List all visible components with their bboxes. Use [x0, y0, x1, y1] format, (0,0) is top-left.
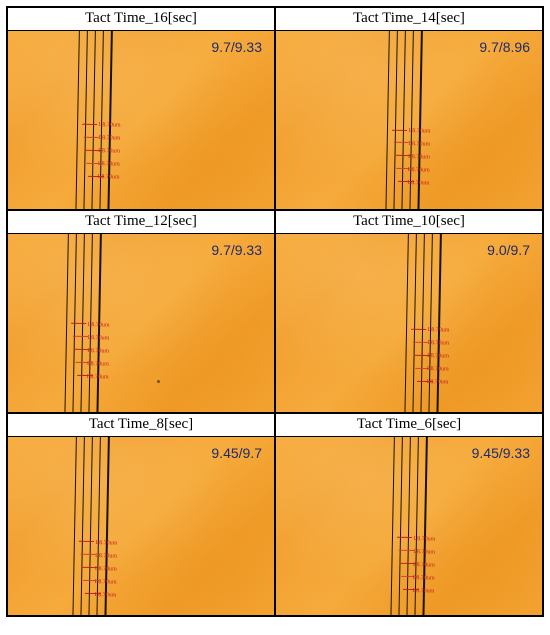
panel-corner-label: 9.7/9.33 — [211, 39, 262, 55]
measurement-tick — [81, 124, 97, 125]
trace-lines: L8.70um L8.70um L8.70um L8.70um L8.70um — [63, 31, 127, 209]
panel-header: Tact Time_6[sec] — [276, 414, 542, 437]
figure-grid: Tact Time_16[sec]L8.70umL8.70umL8.70umL8… — [6, 6, 544, 617]
measurement-label: L8.70um — [408, 154, 430, 160]
measurement-label: L8.70um — [95, 579, 117, 585]
measurement-label: L8.70um — [427, 340, 449, 346]
measurement-tick — [80, 554, 96, 555]
microscope-panel: L8.70um L8.70um L8.70um L8.70um L8.70um 9.7/9… — [8, 234, 274, 412]
panel-header: Tact Time_12[sec] — [8, 211, 274, 234]
measurement-label: L8.70um — [414, 549, 436, 555]
measurement-tick — [79, 541, 95, 542]
panel-background — [8, 234, 274, 412]
measurement-label: L8.70um — [97, 174, 119, 180]
microscope-panel: L8.70um L8.70um L8.70um L8.70um L8.70um 9.7/9… — [8, 31, 274, 209]
measurement-label: L8.70um — [95, 553, 117, 559]
panel-header: Tact Time_16[sec] — [8, 8, 274, 31]
measurement-label: L8.70um — [408, 180, 430, 186]
measurement-label: L8.70um — [427, 366, 449, 372]
figure-cell: Tact Time_8[sec]L8.70umL8.70umL8.70umL8.… — [7, 413, 275, 616]
measurement-label: L8.70um — [95, 566, 117, 572]
measurement-label: L8.70um — [98, 135, 120, 141]
panel-corner-label: 9.7/9.33 — [211, 242, 262, 258]
measurement-tick — [71, 323, 87, 324]
measurement-label: L8.70um — [409, 128, 431, 134]
measurement-cluster: L8.70um L8.70um L8.70um L8.70um L8.70um — [374, 129, 435, 202]
panel-corner-label: 9.0/9.7 — [487, 242, 530, 258]
measurement-label: L8.70um — [94, 592, 116, 598]
measurement-tick — [72, 336, 88, 337]
measurement-cluster: L8.70um L8.70um L8.70um L8.70um L8.70um — [379, 537, 440, 610]
measurement-tick — [393, 142, 409, 143]
measurement-cluster: L8.70um L8.70um L8.70um L8.70um L8.70um — [392, 328, 453, 401]
figure-cell: Tact Time_16[sec]L8.70umL8.70umL8.70umL8… — [7, 7, 275, 210]
measurement-label: L8.70um — [87, 374, 109, 380]
measurement-label: L8.70um — [427, 327, 449, 333]
measurement-label: L8.70um — [408, 141, 430, 147]
measurement-cluster: L8.70um L8.70um L8.70um L8.70um L8.70um — [63, 123, 124, 196]
trace-lines: L8.70um L8.70um L8.70um L8.70um L8.70um — [52, 234, 116, 412]
microscope-panel: L8.70um L8.70um L8.70um L8.70um L8.70um 9.45/… — [276, 437, 542, 615]
trace-lines: L8.70um L8.70um L8.70um L8.70um L8.70um — [60, 437, 124, 615]
measurement-tick — [392, 129, 408, 130]
dust-speck — [157, 380, 160, 383]
measurement-tick — [399, 550, 415, 551]
microscope-panel: L8.70um L8.70um L8.70um L8.70um L8.70um 9.7/8… — [276, 31, 542, 209]
panel-header: Tact Time_14[sec] — [276, 8, 542, 31]
panel-background — [8, 31, 274, 209]
measurement-label: L8.70um — [408, 167, 430, 173]
measurement-label: L8.70um — [426, 379, 448, 385]
measurement-cluster: L8.70um L8.70um L8.70um L8.70um L8.70um — [53, 322, 114, 395]
figure-cell: Tact Time_6[sec]L8.70umL8.70umL8.70umL8.… — [275, 413, 543, 616]
figure-cell: Tact Time_12[sec]L8.70umL8.70umL8.70umL8… — [7, 210, 275, 413]
measurement-label: L8.70um — [413, 575, 435, 581]
panel-corner-label: 9.45/9.7 — [211, 445, 262, 461]
measurement-label: L8.70um — [97, 161, 119, 167]
measurement-tick — [397, 537, 413, 538]
measurement-label: L8.70um — [87, 348, 109, 354]
measurement-tick — [412, 341, 428, 342]
microscope-panel: L8.70um L8.70um L8.70um L8.70um L8.70um 9.0/9… — [276, 234, 542, 412]
measurement-label: L8.70um — [414, 536, 436, 542]
trace-lines: L8.70um L8.70um L8.70um L8.70um L8.70um — [373, 31, 437, 209]
microscope-panel: L8.70um L8.70um L8.70um L8.70um L8.70um 9.45/… — [8, 437, 274, 615]
measurement-label: L8.70um — [95, 540, 117, 546]
measurement-label: L8.70um — [413, 562, 435, 568]
trace-lines: L8.70um L8.70um L8.70um L8.70um L8.70um — [379, 437, 443, 615]
trace-lines: L8.70um L8.70um L8.70um L8.70um L8.70um — [392, 234, 456, 412]
panel-corner-label: 9.7/8.96 — [479, 39, 530, 55]
measurement-label: L8.70um — [98, 148, 120, 154]
panel-background — [8, 437, 274, 615]
measurement-label: L8.70um — [427, 353, 449, 359]
figure-cell: Tact Time_10[sec]L8.70umL8.70umL8.70umL8… — [275, 210, 543, 413]
figure-cell: Tact Time_14[sec]L8.70umL8.70umL8.70umL8… — [275, 7, 543, 210]
panel-header: Tact Time_8[sec] — [8, 414, 274, 437]
measurement-label: L8.70um — [88, 322, 110, 328]
measurement-tick — [411, 328, 427, 329]
measurement-label: L8.70um — [87, 361, 109, 367]
measurement-cluster: L8.70um L8.70um L8.70um L8.70um L8.70um — [60, 541, 121, 614]
measurement-tick — [83, 137, 99, 138]
panel-header: Tact Time_10[sec] — [276, 211, 542, 234]
measurement-label: L8.70um — [413, 588, 435, 594]
panel-corner-label: 9.45/9.33 — [472, 445, 530, 461]
measurement-label: L8.70um — [98, 122, 120, 128]
measurement-label: L8.70um — [87, 335, 109, 341]
